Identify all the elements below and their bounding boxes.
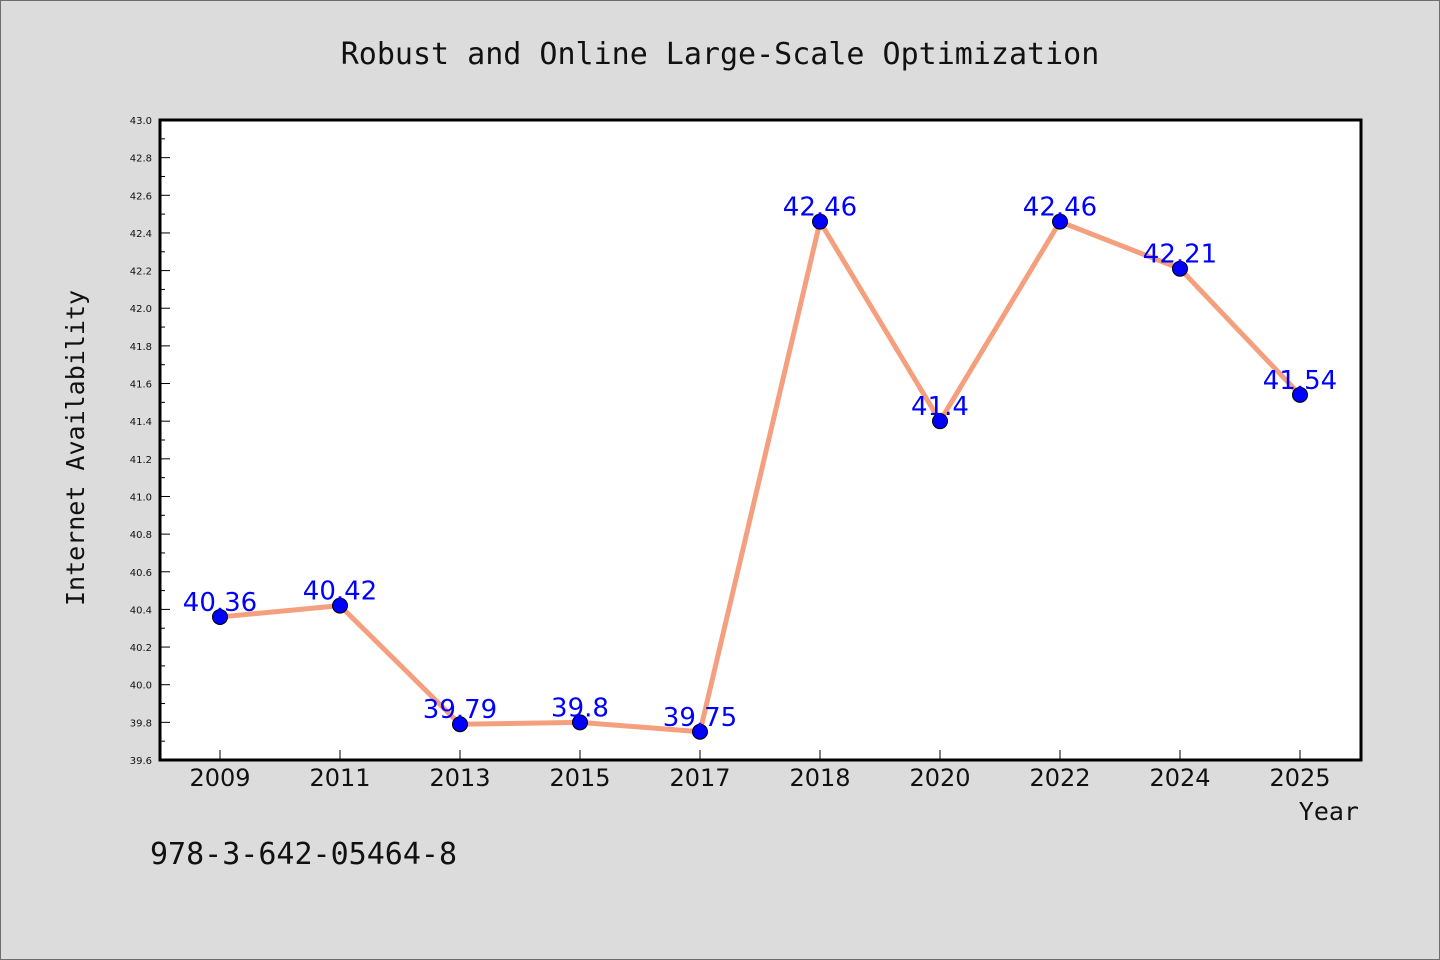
plot-area (160, 120, 1361, 760)
y-axis-label: Internet Availability (61, 290, 90, 606)
y-tick-label: 39.6 (130, 756, 152, 767)
series-group: 40.36 40.42 39.79 39.8 39.75 42.46 41.4 42.46 42… (183, 193, 1337, 740)
data-point (332, 597, 348, 614)
data-point (932, 413, 948, 430)
data-label: 39.8 (551, 693, 609, 723)
data-label: 42.46 (783, 193, 857, 223)
y-tick-label: 40.8 (130, 530, 152, 541)
x-tick-label: 2018 (789, 764, 850, 792)
x-tick-label: 2024 (1149, 764, 1210, 792)
y-tick-label: 41.0 (130, 492, 152, 503)
y-tick-label: 41.4 (130, 417, 152, 428)
y-tick-label: 41.2 (130, 455, 152, 466)
x-tick-label: 2013 (429, 764, 490, 792)
series-line (217, 219, 1303, 735)
y-tick-label: 41.6 (130, 380, 152, 391)
data-point (212, 608, 228, 625)
y-tick-label: 42.6 (130, 191, 152, 202)
y-tick-label: 40.4 (130, 605, 152, 616)
x-tick-label: 2015 (549, 764, 610, 792)
data-label: 40.36 (183, 588, 257, 618)
y-tick-label: 42.8 (130, 154, 152, 165)
y-tick-label: 40.0 (130, 681, 152, 692)
y-tick-label: 43.0 (130, 116, 152, 127)
y-tick-label: 39.8 (130, 718, 152, 729)
y-tick-label: 42.2 (130, 267, 152, 278)
x-axis-label: Year (1299, 797, 1359, 826)
y-tick-label: 40.6 (130, 568, 152, 579)
x-tick-label: 2017 (669, 764, 730, 792)
y-axis: 39.6 39.8 40.0 40.2 40.4 40.6 40.8 41.0 41.2 41.4… (130, 116, 170, 767)
x-tick-label: 2025 (1269, 764, 1330, 792)
data-point (452, 716, 468, 733)
x-tick-label: 2009 (189, 764, 250, 792)
data-point (1172, 260, 1188, 277)
data-label: 39.75 (663, 703, 737, 733)
x-tick-label: 2011 (309, 764, 370, 792)
chart-title: Robust and Online Large-Scale Optimizati… (341, 37, 1100, 72)
y-tick-label: 42.0 (130, 304, 152, 315)
data-label: 41.54 (1263, 366, 1337, 396)
y-tick-label: 41.8 (130, 342, 152, 353)
plot-border (158, 118, 1363, 762)
data-label: 39.79 (423, 695, 497, 725)
data-label: 40.42 (303, 577, 377, 607)
data-point (572, 714, 588, 731)
x-tick-label: 2020 (909, 764, 970, 792)
data-label: 42.46 (1023, 193, 1097, 223)
data-point (1292, 386, 1308, 403)
x-axis: 2009 2011 2013 2015 2017 2018 2020 2022 2024 2025 (189, 750, 1331, 792)
data-label: 41.4 (911, 392, 969, 422)
data-label: 42.21 (1143, 240, 1217, 270)
y-tick-label: 42.4 (130, 229, 152, 240)
x-tick-label: 2022 (1029, 764, 1090, 792)
data-point (692, 723, 708, 740)
data-point (812, 213, 828, 230)
data-point (1052, 213, 1068, 230)
y-tick-label: 40.2 (130, 643, 152, 654)
footer-text: 978-3-642-05464-8 (150, 837, 457, 872)
